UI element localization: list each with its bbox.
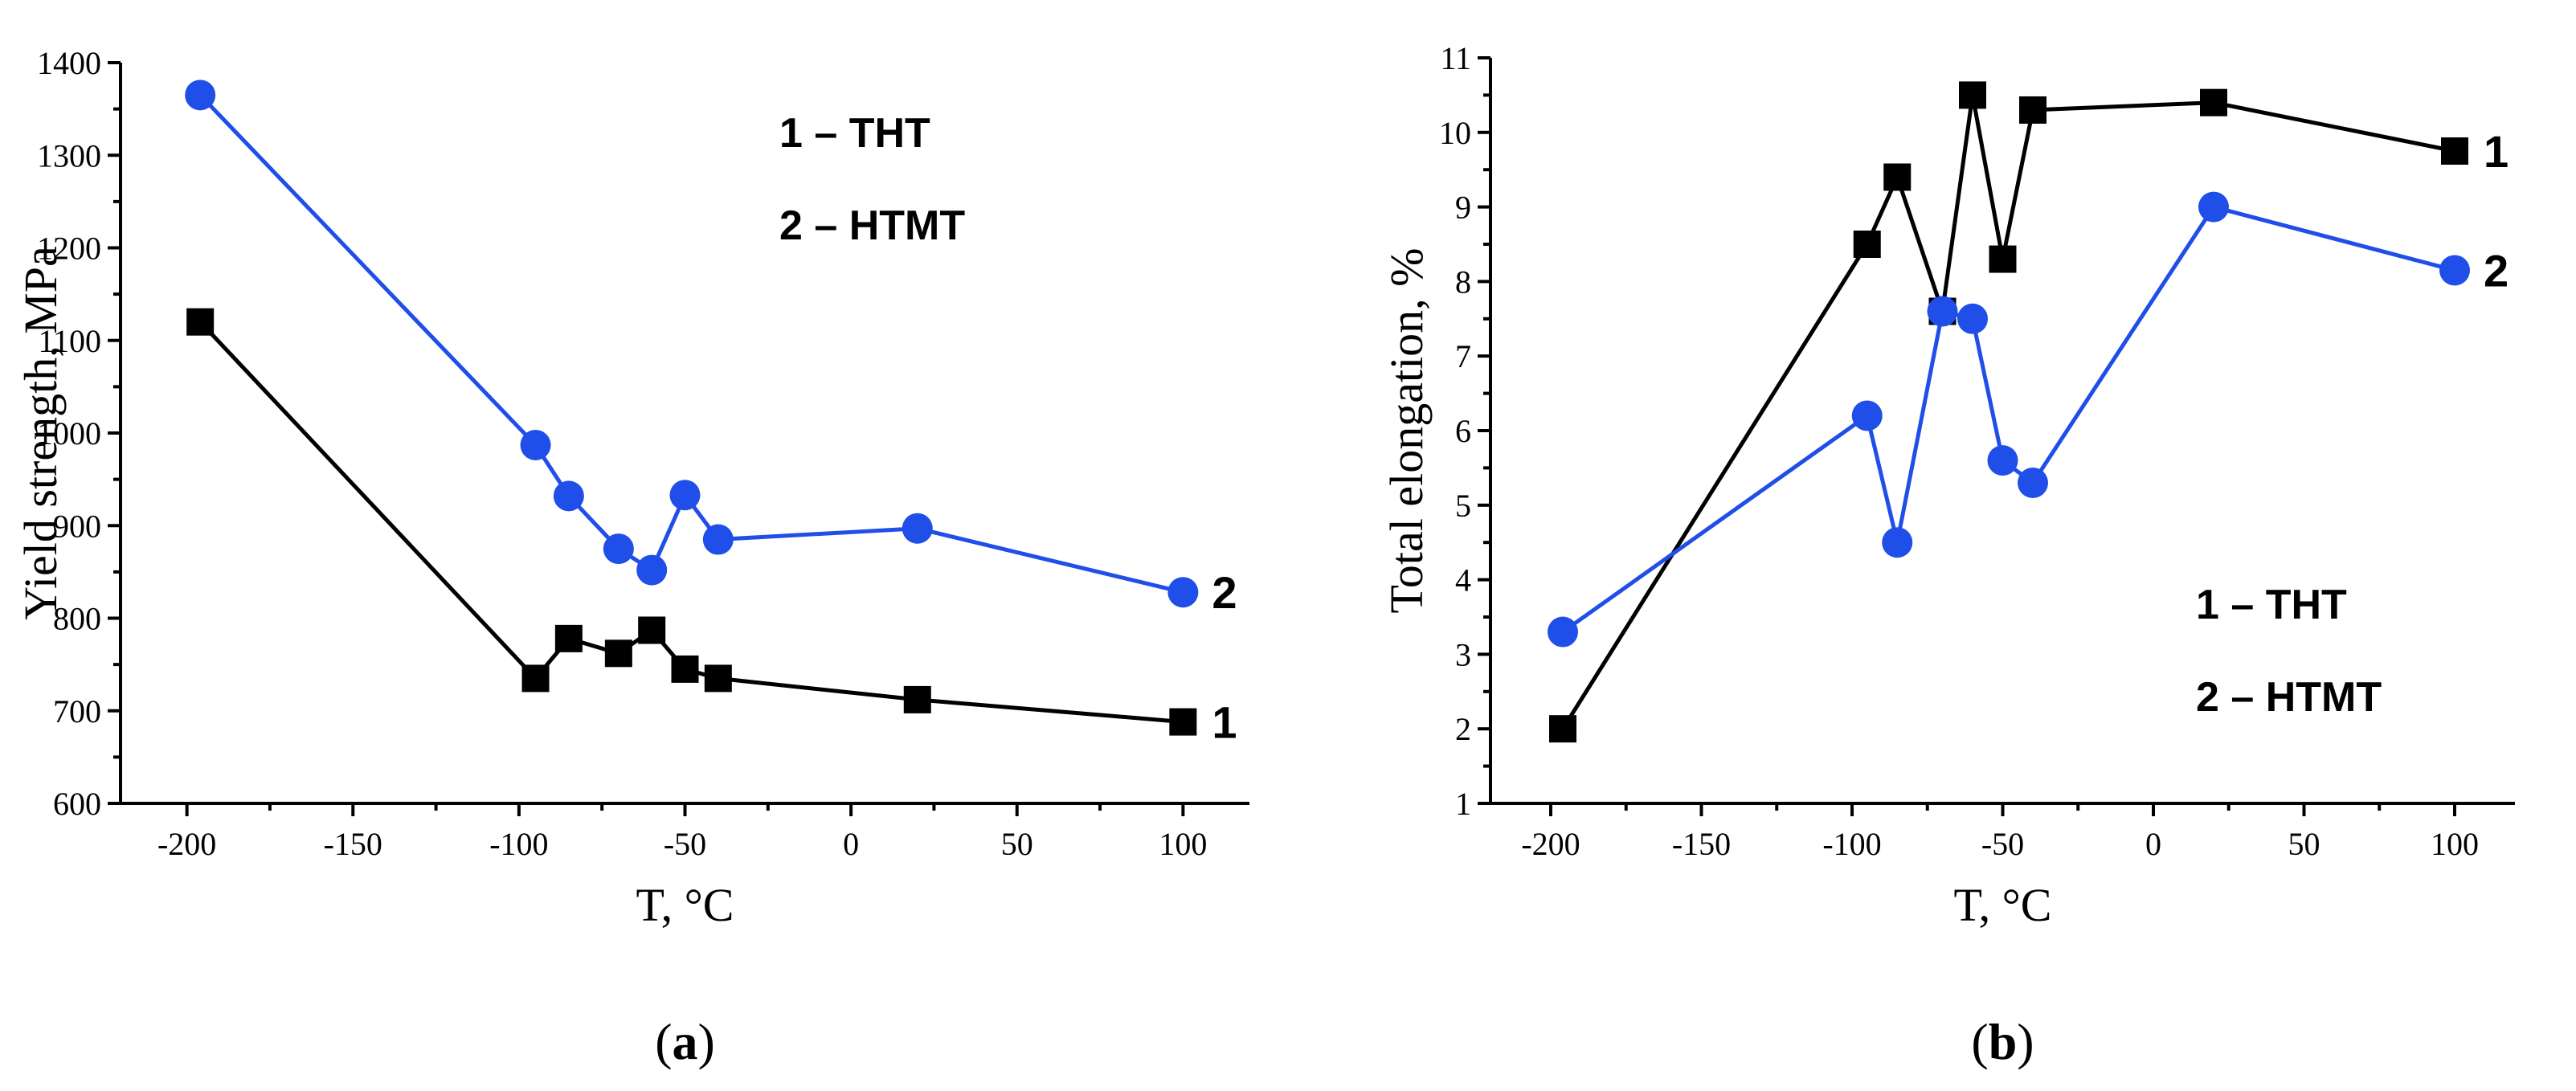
series-2-marker [185,80,216,111]
x-tick-label: -150 [1672,826,1731,862]
x-tick-label: -50 [1981,826,2024,862]
series-2-marker [902,513,933,544]
series-1-marker [2441,137,2468,165]
series-2-line [198,93,1184,595]
series-1-end-label: 1 [1212,697,1237,748]
series-1-marker [554,624,583,652]
y-tick-label: 6 [1455,413,1471,449]
y-tick-label: 8 [1455,264,1471,300]
y-tick-label: 600 [53,786,101,822]
series-1-marker [638,616,666,644]
x-tick-label: 100 [1159,826,1207,862]
series-2-marker [2198,191,2229,223]
legend-entry: 1 – THT [2196,582,2347,628]
series-1-end-label: 1 [2484,126,2509,177]
series-2-marker [1882,527,1913,558]
series-1-marker [2200,88,2227,116]
series-2-marker [1987,445,2018,476]
series-2-marker [1957,303,1988,334]
series-1-marker [1853,231,1881,258]
series-2-end-label: 2 [1212,567,1237,618]
series-1-marker [604,639,632,668]
y-tick-label: 9 [1455,190,1471,226]
x-tick-label: 100 [2431,826,2479,862]
series-1-marker [521,664,550,693]
series-2-marker [669,480,701,511]
y-tick-label: 1200 [37,231,101,267]
x-tick-label: -100 [1822,826,1881,862]
chart-panel-b: 1 2 3 4 5 6 7 8 9 10 11 -200 -150 -100 -50 0 50 100 T, °C T… [1380,40,2515,1070]
y-tick-label: 1000 [37,415,101,452]
y-tick-label: 1300 [37,137,101,174]
series-2-marker [636,554,668,586]
x-tick-label: -50 [664,826,706,862]
series-1-marker [1549,715,1576,743]
y-tick-label: 800 [53,601,101,637]
series-2-marker [603,533,634,565]
series-1-marker [186,308,215,336]
y-tick-label: 1400 [37,45,101,81]
x-tick-label: 50 [1001,826,1033,862]
series-1-marker [1989,245,2017,273]
y-axis-title: Yield strength, MPa [14,246,67,620]
y-tick-label: 11 [1440,40,1471,76]
legend-entry: 2 – HTMT [2196,674,2382,721]
y-tick-label: 2 [1455,711,1471,747]
series-2-marker [553,480,584,512]
legend-entry: 2 – HTMT [779,202,965,249]
x-tick-label: 0 [2145,826,2161,862]
x-tick-label: 0 [843,826,859,862]
series-1-marker [1959,81,1986,109]
y-tick-label: 1100 [38,323,101,359]
series-1-line [1560,94,2455,730]
series-2-marker [2439,255,2470,286]
x-tick-label: -200 [1521,826,1580,862]
y-tick-label: 3 [1455,636,1471,672]
panel-label: (a) [655,1013,715,1070]
x-axis-title: T, °C [1953,879,2051,931]
y-tick-label: 900 [53,508,101,544]
series-1-marker [2019,96,2046,124]
series-2-marker [2018,467,2048,498]
series-1-marker [671,655,699,683]
series-2-marker [1851,400,1883,431]
y-tick-label: 4 [1455,562,1471,599]
series-2-marker [702,524,734,555]
series-1-marker [1169,708,1197,736]
y-tick-label: 10 [1439,115,1471,151]
x-tick-label: -100 [489,826,548,862]
series-2-marker [1167,577,1199,608]
y-tick-label: 700 [53,693,101,729]
series-1-marker [704,664,732,693]
y-axis-title: Total elongation, % [1380,248,1433,614]
series-2-marker [1927,296,1958,327]
series-2-end-label: 2 [2484,245,2509,296]
series-2-marker [1548,616,1578,648]
series-1-marker [903,685,931,713]
x-axis-title: T, °C [636,879,734,931]
x-tick-label: -200 [157,826,216,862]
panel-label: (b) [1971,1013,2034,1070]
series-2-marker [520,429,551,460]
x-tick-label: 50 [2288,826,2320,862]
y-tick-label: 1 [1455,786,1471,822]
legend-entry: 1 – THT [779,110,930,157]
x-tick-label: -150 [324,826,382,862]
y-tick-label: 7 [1455,338,1471,374]
series-1-marker [1883,163,1912,191]
y-tick-label: 5 [1455,488,1471,524]
